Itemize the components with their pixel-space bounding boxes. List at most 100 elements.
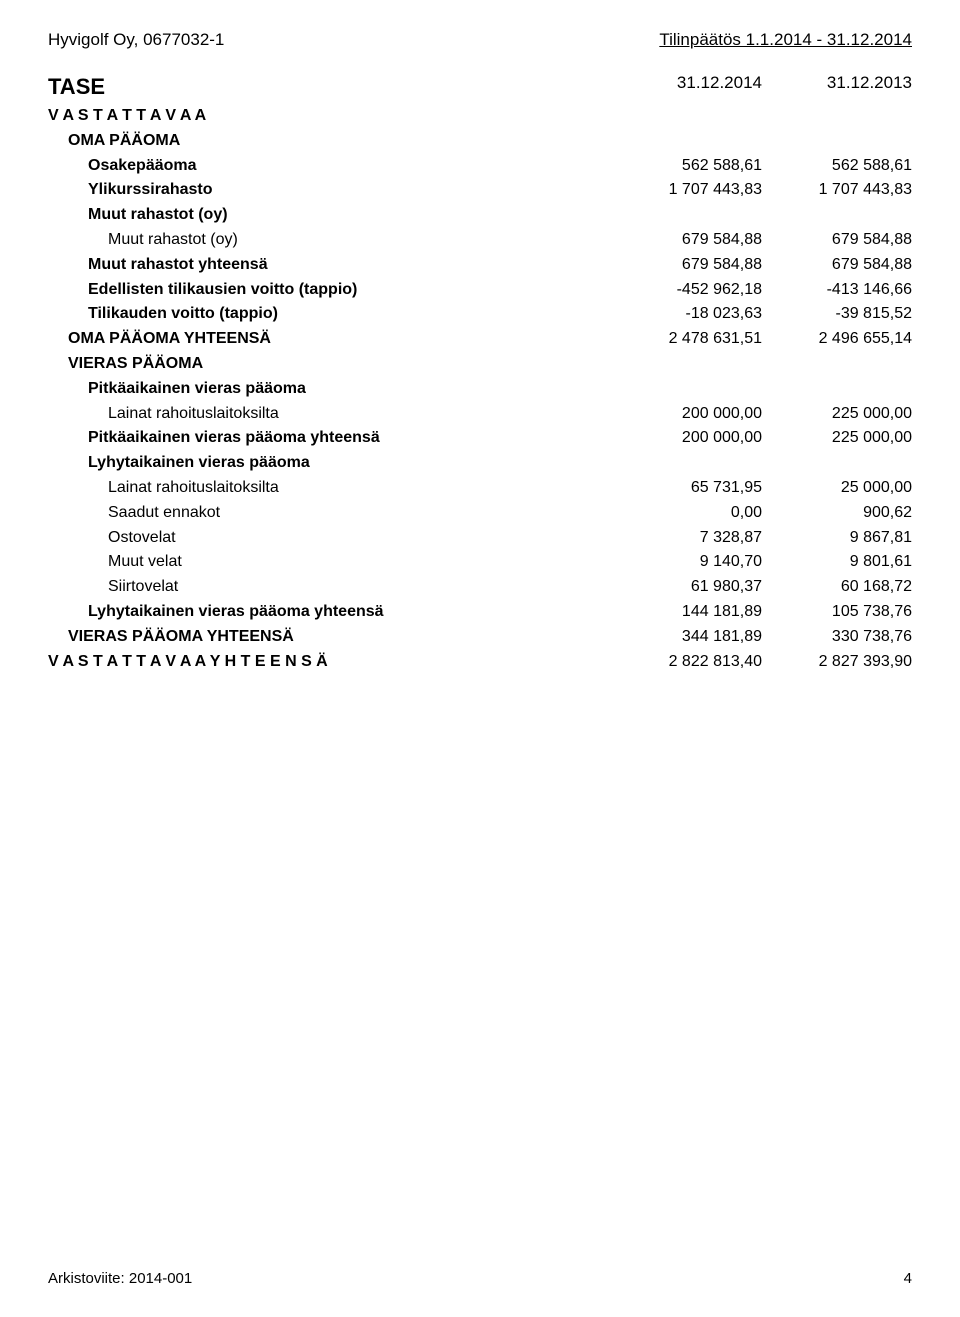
table-row: Pitkäaikainen vieras pääoma [48, 377, 912, 402]
row-value-2: 2 827 393,90 [762, 650, 912, 675]
row-value-1 [612, 352, 762, 377]
table-row: Osakepääoma562 588,61562 588,61 [48, 154, 912, 179]
row-value-2: 225 000,00 [762, 402, 912, 427]
row-value-2: 562 588,61 [762, 154, 912, 179]
row-value-1: 679 584,88 [612, 228, 762, 253]
column-header-2: 31.12.2013 [762, 70, 912, 104]
row-value-1: 65 731,95 [612, 476, 762, 501]
table-row: Lyhytaikainen vieras pääoma [48, 451, 912, 476]
row-value-1: 1 707 443,83 [612, 178, 762, 203]
table-row: Lainat rahoituslaitoksilta65 731,9525 00… [48, 476, 912, 501]
row-value-2: 679 584,88 [762, 253, 912, 278]
table-row: OMA PÄÄOMA [48, 129, 912, 154]
column-header-1: 31.12.2014 [612, 70, 762, 104]
row-value-1: 679 584,88 [612, 253, 762, 278]
archive-reference: Arkistoviite: 2014-001 [48, 1270, 192, 1287]
table-row: Muut velat9 140,709 801,61 [48, 550, 912, 575]
row-label: OMA PÄÄOMA [48, 129, 612, 154]
row-label: Osakepääoma [48, 154, 612, 179]
row-label: Lyhytaikainen vieras pääoma [48, 451, 612, 476]
row-value-1 [612, 203, 762, 228]
row-label: Lyhytaikainen vieras pääoma yhteensä [48, 600, 612, 625]
document-header: Hyvigolf Oy, 0677032-1 Tilinpäätös 1.1.2… [48, 30, 912, 50]
row-label: Lainat rahoituslaitoksilta [48, 402, 612, 427]
row-value-2: 2 496 655,14 [762, 327, 912, 352]
row-value-1: 0,00 [612, 501, 762, 526]
table-row: Muut rahastot (oy)679 584,88679 584,88 [48, 228, 912, 253]
row-value-1: 7 328,87 [612, 526, 762, 551]
table-row: OMA PÄÄOMA YHTEENSÄ2 478 631,512 496 655… [48, 327, 912, 352]
row-label: Edellisten tilikausien voitto (tappio) [48, 278, 612, 303]
row-value-2 [762, 203, 912, 228]
document-footer: Arkistoviite: 2014-001 4 [48, 1270, 912, 1287]
row-label: OMA PÄÄOMA YHTEENSÄ [48, 327, 612, 352]
row-label: Saadut ennakot [48, 501, 612, 526]
table-row: Edellisten tilikausien voitto (tappio)-4… [48, 278, 912, 303]
row-label: Muut rahastot yhteensä [48, 253, 612, 278]
row-label: VIERAS PÄÄOMA YHTEENSÄ [48, 625, 612, 650]
row-value-1: 2 822 813,40 [612, 650, 762, 675]
row-value-1 [612, 451, 762, 476]
row-value-1: 2 478 631,51 [612, 327, 762, 352]
company-id: Hyvigolf Oy, 0677032-1 [48, 30, 224, 50]
table-row: Ylikurssirahasto1 707 443,831 707 443,83 [48, 178, 912, 203]
row-label: Tilikauden voitto (tappio) [48, 302, 612, 327]
row-value-1: 200 000,00 [612, 426, 762, 451]
table-row: Saadut ennakot0,00900,62 [48, 501, 912, 526]
row-label: VIERAS PÄÄOMA [48, 352, 612, 377]
row-value-2: 900,62 [762, 501, 912, 526]
row-label: Muut rahastot (oy) [48, 203, 612, 228]
row-label: V A S T A T T A V A A Y H T E E N S Ä [48, 650, 612, 675]
row-value-1: 144 181,89 [612, 600, 762, 625]
table-row: V A S T A T T A V A A [48, 104, 912, 129]
row-value-2: 225 000,00 [762, 426, 912, 451]
row-value-1 [612, 377, 762, 402]
table-title-row: TASE 31.12.2014 31.12.2013 [48, 70, 912, 104]
row-value-2: 1 707 443,83 [762, 178, 912, 203]
rows-container: V A S T A T T A V A AOMA PÄÄOMAOsakepääo… [48, 104, 912, 674]
row-label: Ylikurssirahasto [48, 178, 612, 203]
table-row: V A S T A T T A V A A Y H T E E N S Ä2 8… [48, 650, 912, 675]
row-value-1: 61 980,37 [612, 575, 762, 600]
row-label: Siirtovelat [48, 575, 612, 600]
row-value-1: 344 181,89 [612, 625, 762, 650]
row-value-2: 105 738,76 [762, 600, 912, 625]
row-value-2: 330 738,76 [762, 625, 912, 650]
row-label: Lainat rahoituslaitoksilta [48, 476, 612, 501]
table-row: VIERAS PÄÄOMA [48, 352, 912, 377]
row-value-2 [762, 352, 912, 377]
row-value-2 [762, 129, 912, 154]
row-value-1: 9 140,70 [612, 550, 762, 575]
page-number: 4 [904, 1270, 912, 1287]
row-value-2: 25 000,00 [762, 476, 912, 501]
row-label: Muut rahastot (oy) [48, 228, 612, 253]
table-row: Muut rahastot (oy) [48, 203, 912, 228]
row-value-2: -39 815,52 [762, 302, 912, 327]
row-value-2: -413 146,66 [762, 278, 912, 303]
row-value-1: 200 000,00 [612, 402, 762, 427]
row-value-2 [762, 451, 912, 476]
row-value-2: 60 168,72 [762, 575, 912, 600]
table-row: Pitkäaikainen vieras pääoma yhteensä200 … [48, 426, 912, 451]
row-value-2: 9 867,81 [762, 526, 912, 551]
balance-sheet-table: TASE 31.12.2014 31.12.2013 V A S T A T T… [48, 70, 912, 674]
row-label: Muut velat [48, 550, 612, 575]
row-value-2 [762, 377, 912, 402]
table-row: Muut rahastot yhteensä679 584,88679 584,… [48, 253, 912, 278]
row-label: Pitkäaikainen vieras pääoma [48, 377, 612, 402]
row-value-2: 9 801,61 [762, 550, 912, 575]
row-value-1: -452 962,18 [612, 278, 762, 303]
row-label: V A S T A T T A V A A [48, 104, 612, 129]
table-row: Ostovelat7 328,879 867,81 [48, 526, 912, 551]
document-period: Tilinpäätös 1.1.2014 - 31.12.2014 [659, 30, 912, 50]
table-row: Lyhytaikainen vieras pääoma yhteensä144 … [48, 600, 912, 625]
row-value-1: -18 023,63 [612, 302, 762, 327]
row-value-2: 679 584,88 [762, 228, 912, 253]
row-value-1 [612, 104, 762, 129]
table-row: Lainat rahoituslaitoksilta200 000,00225 … [48, 402, 912, 427]
row-label: Ostovelat [48, 526, 612, 551]
table-row: Tilikauden voitto (tappio)-18 023,63-39 … [48, 302, 912, 327]
table-title: TASE [48, 70, 612, 104]
table-row: Siirtovelat61 980,3760 168,72 [48, 575, 912, 600]
row-value-1 [612, 129, 762, 154]
